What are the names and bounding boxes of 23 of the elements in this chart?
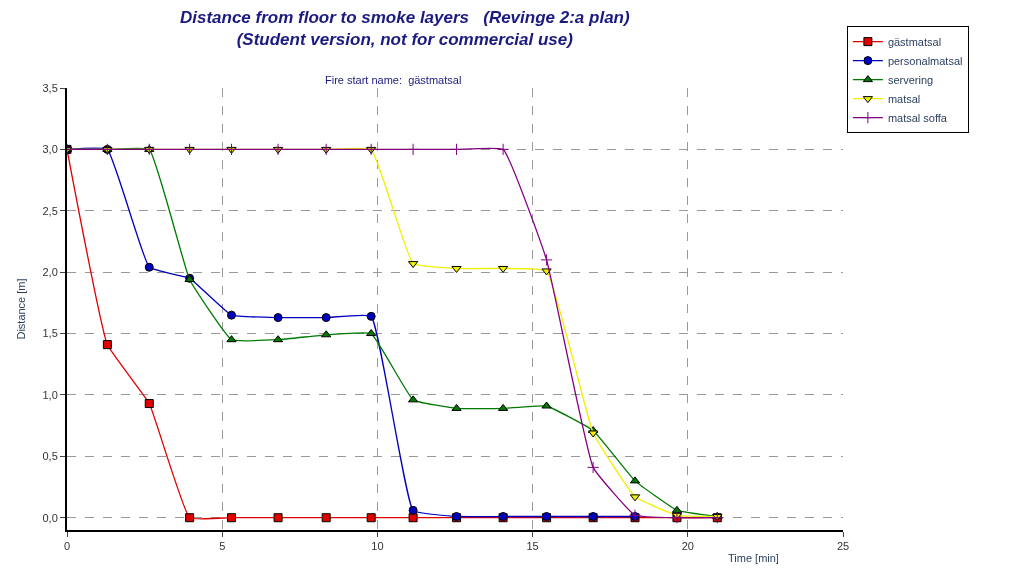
y-tick-label: 1,5 [42, 327, 58, 340]
x-tick-label: 25 [836, 540, 850, 553]
x-tick-label: 10 [371, 540, 384, 553]
y-tick-label: 0,0 [42, 511, 58, 524]
y-tick-label: 2,0 [42, 266, 58, 279]
legend-label: matsal [887, 92, 921, 105]
legend-label: servering [887, 73, 934, 86]
y-axis-title: Distance [m] [14, 278, 27, 340]
x-tick-label: 20 [681, 540, 694, 553]
y-tick-label: 3,5 [42, 81, 58, 94]
y-tick-label: 3,0 [42, 143, 58, 156]
chart-subtitle: Fire start name: gästmatsal [325, 74, 462, 86]
legend-label: gästmatsal [887, 35, 942, 48]
y-tick-label: 2,5 [42, 204, 58, 217]
legend-label: matsal soffa [887, 111, 948, 124]
x-tick-label: 15 [526, 540, 539, 553]
chart-title: Distance from floor to smoke layers (Revinge 2:a plan) (Student version, not for commercial use) [179, 7, 630, 49]
x-tick-label: 5 [219, 540, 226, 553]
y-tick-label: 0,5 [42, 450, 58, 463]
legend-label: personalmatsal [887, 54, 963, 67]
x-tick-label: 0 [63, 540, 71, 553]
x-axis-title: Time [min] [728, 552, 779, 564]
y-tick-label: 1,0 [42, 388, 58, 401]
